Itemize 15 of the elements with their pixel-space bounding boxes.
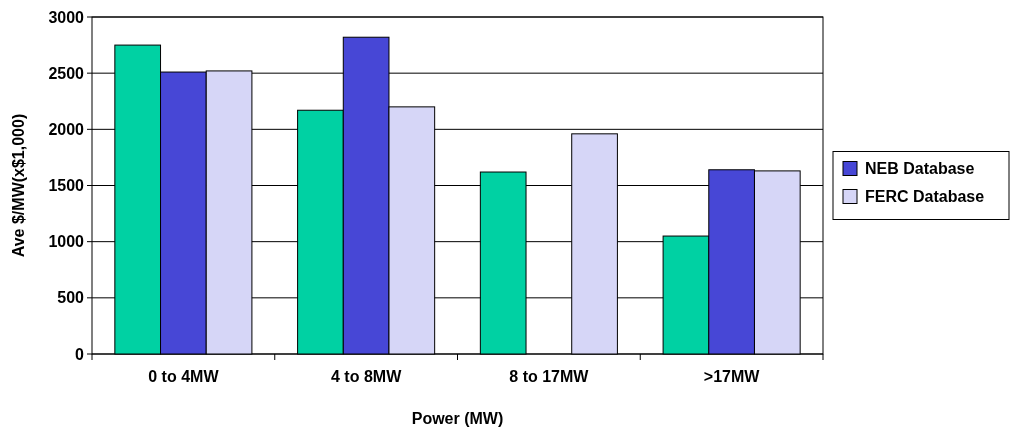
y-tick-label: 1500 bbox=[48, 177, 85, 195]
y-tick-label: 3000 bbox=[48, 8, 85, 26]
x-tick-label: 8 to 17MW bbox=[509, 368, 590, 385]
y-tick-label: 2500 bbox=[48, 64, 85, 82]
x-axis-title: Power (MW) bbox=[411, 410, 504, 427]
legend-label: FERC Database bbox=[865, 188, 985, 206]
y-tick-label: 500 bbox=[57, 289, 85, 307]
y-axis-title: Ave $/MW(x$1,000) bbox=[10, 113, 27, 258]
x-tick-label: 4 to 8MW bbox=[331, 368, 403, 385]
y-tick-label: 2000 bbox=[48, 120, 85, 138]
y-tick-label: 0 bbox=[75, 345, 85, 363]
legend-label: NEB Database bbox=[865, 160, 975, 178]
y-tick-label: 1000 bbox=[48, 233, 85, 251]
x-tick-label: >17MW bbox=[703, 368, 761, 385]
x-tick-label: 0 to 4MW bbox=[148, 368, 220, 385]
